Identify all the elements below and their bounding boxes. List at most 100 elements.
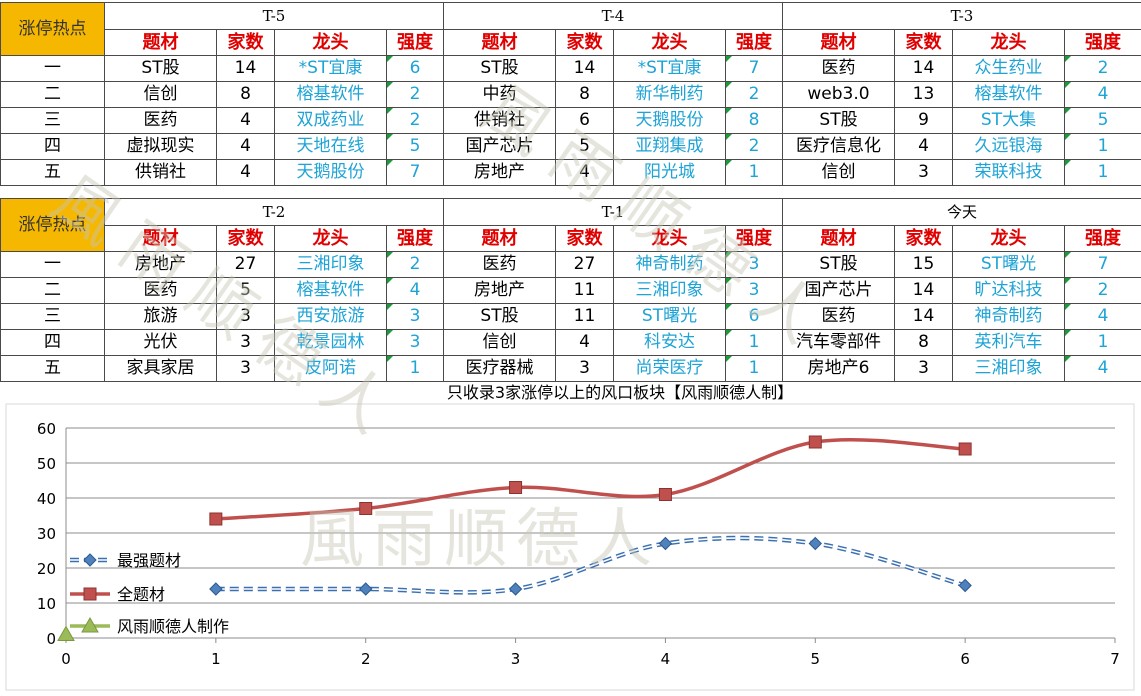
count-cell: 14 (895, 56, 953, 82)
column-header: 题材 (105, 30, 217, 56)
count-cell: 8 (895, 330, 953, 356)
column-header: 龙头 (953, 226, 1065, 252)
leader-cell: 天地在线 (275, 134, 387, 160)
rank-cell: 四 (1, 330, 105, 356)
theme-cell: 旅游 (105, 304, 217, 330)
leader-cell: 三湘印象 (953, 356, 1065, 382)
x-tick-label: 3 (511, 650, 521, 668)
leader-cell: ST曙光 (614, 304, 726, 330)
column-header: 强度 (1065, 226, 1141, 252)
column-header: 龙头 (275, 226, 387, 252)
column-header: 题材 (783, 226, 895, 252)
period-header: T-3 (783, 3, 1141, 30)
count-cell: 13 (895, 82, 953, 108)
theme-cell: ST股 (444, 56, 556, 82)
period-header: T-5 (105, 3, 444, 30)
strength-cell: 8 (726, 108, 783, 134)
theme-cell: 医药 (105, 278, 217, 304)
leader-cell: 天鹅股份 (275, 160, 387, 186)
y-tick-label: 30 (37, 525, 56, 543)
strength-cell: 3 (726, 252, 783, 278)
strength-cell: 5 (1065, 108, 1141, 134)
rank-cell: 三 (1, 304, 105, 330)
leader-cell: 阳光城 (614, 160, 726, 186)
count-cell: 5 (556, 134, 614, 160)
theme-cell: 房地产 (105, 252, 217, 278)
y-tick-label: 50 (37, 455, 56, 473)
strength-cell: 5 (387, 134, 444, 160)
count-cell: 27 (217, 252, 275, 278)
theme-cell: 医药 (783, 304, 895, 330)
rank-cell: 一 (1, 252, 105, 278)
leader-cell: 旷达科技 (953, 278, 1065, 304)
x-tick-label: 5 (811, 650, 821, 668)
strength-cell: 2 (1065, 56, 1141, 82)
count-cell: 11 (556, 278, 614, 304)
strength-cell: 3 (387, 330, 444, 356)
theme-cell: 医药 (783, 56, 895, 82)
column-header: 强度 (387, 30, 444, 56)
strength-cell: 1 (726, 160, 783, 186)
y-tick-label: 20 (37, 560, 56, 578)
period-header: 今天 (783, 199, 1141, 226)
theme-cell: ST股 (783, 252, 895, 278)
theme-cell: 医疗器械 (444, 356, 556, 382)
rank-cell: 二 (1, 278, 105, 304)
theme-cell: ST股 (105, 56, 217, 82)
strength-cell: 3 (387, 304, 444, 330)
count-cell: 4 (556, 330, 614, 356)
leader-cell: 榕基软件 (953, 82, 1065, 108)
leader-cell: 天鹅股份 (614, 108, 726, 134)
leader-cell: 亚翔集成 (614, 134, 726, 160)
column-header: 龙头 (614, 30, 726, 56)
leader-cell: 新华制药 (614, 82, 726, 108)
theme-cell: 医药 (105, 108, 217, 134)
strength-cell: 3 (726, 278, 783, 304)
strength-cell: 2 (1065, 278, 1141, 304)
strength-cell: 1 (726, 356, 783, 382)
column-header: 家数 (556, 226, 614, 252)
leader-cell: 荣联科技 (953, 160, 1065, 186)
leader-cell: 三湘印象 (275, 252, 387, 278)
leader-cell: 神奇制药 (614, 252, 726, 278)
theme-cell: 信创 (105, 82, 217, 108)
y-tick-label: 0 (46, 630, 56, 648)
theme-cell: 房地产 (444, 278, 556, 304)
column-header: 题材 (783, 30, 895, 56)
count-cell: 14 (217, 56, 275, 82)
count-cell: 14 (895, 278, 953, 304)
period-header: T-2 (105, 199, 444, 226)
leader-cell: 皮阿诺 (275, 356, 387, 382)
column-header: 强度 (726, 30, 783, 56)
leader-cell: *ST宜康 (614, 56, 726, 82)
legend-label: 最强题材 (117, 551, 181, 570)
legend-label: 全题材 (117, 585, 165, 604)
count-cell: 9 (895, 108, 953, 134)
theme-cell: 光伏 (105, 330, 217, 356)
column-header: 题材 (444, 226, 556, 252)
count-cell: 14 (895, 304, 953, 330)
leader-cell: 英利汽车 (953, 330, 1065, 356)
period-header: T-1 (444, 199, 783, 226)
column-header: 强度 (726, 226, 783, 252)
count-cell: 3 (217, 356, 275, 382)
x-tick-label: 6 (960, 650, 970, 668)
column-header: 家数 (217, 30, 275, 56)
data-point (360, 503, 372, 515)
y-tick-label: 40 (37, 490, 56, 508)
strength-cell: 7 (726, 56, 783, 82)
strength-cell: 4 (1065, 356, 1141, 382)
legend-marker (84, 588, 96, 600)
column-header: 题材 (444, 30, 556, 56)
strength-cell: 4 (1065, 82, 1141, 108)
count-cell: 8 (556, 82, 614, 108)
leader-cell: 双成药业 (275, 108, 387, 134)
theme-cell: 供销社 (444, 108, 556, 134)
